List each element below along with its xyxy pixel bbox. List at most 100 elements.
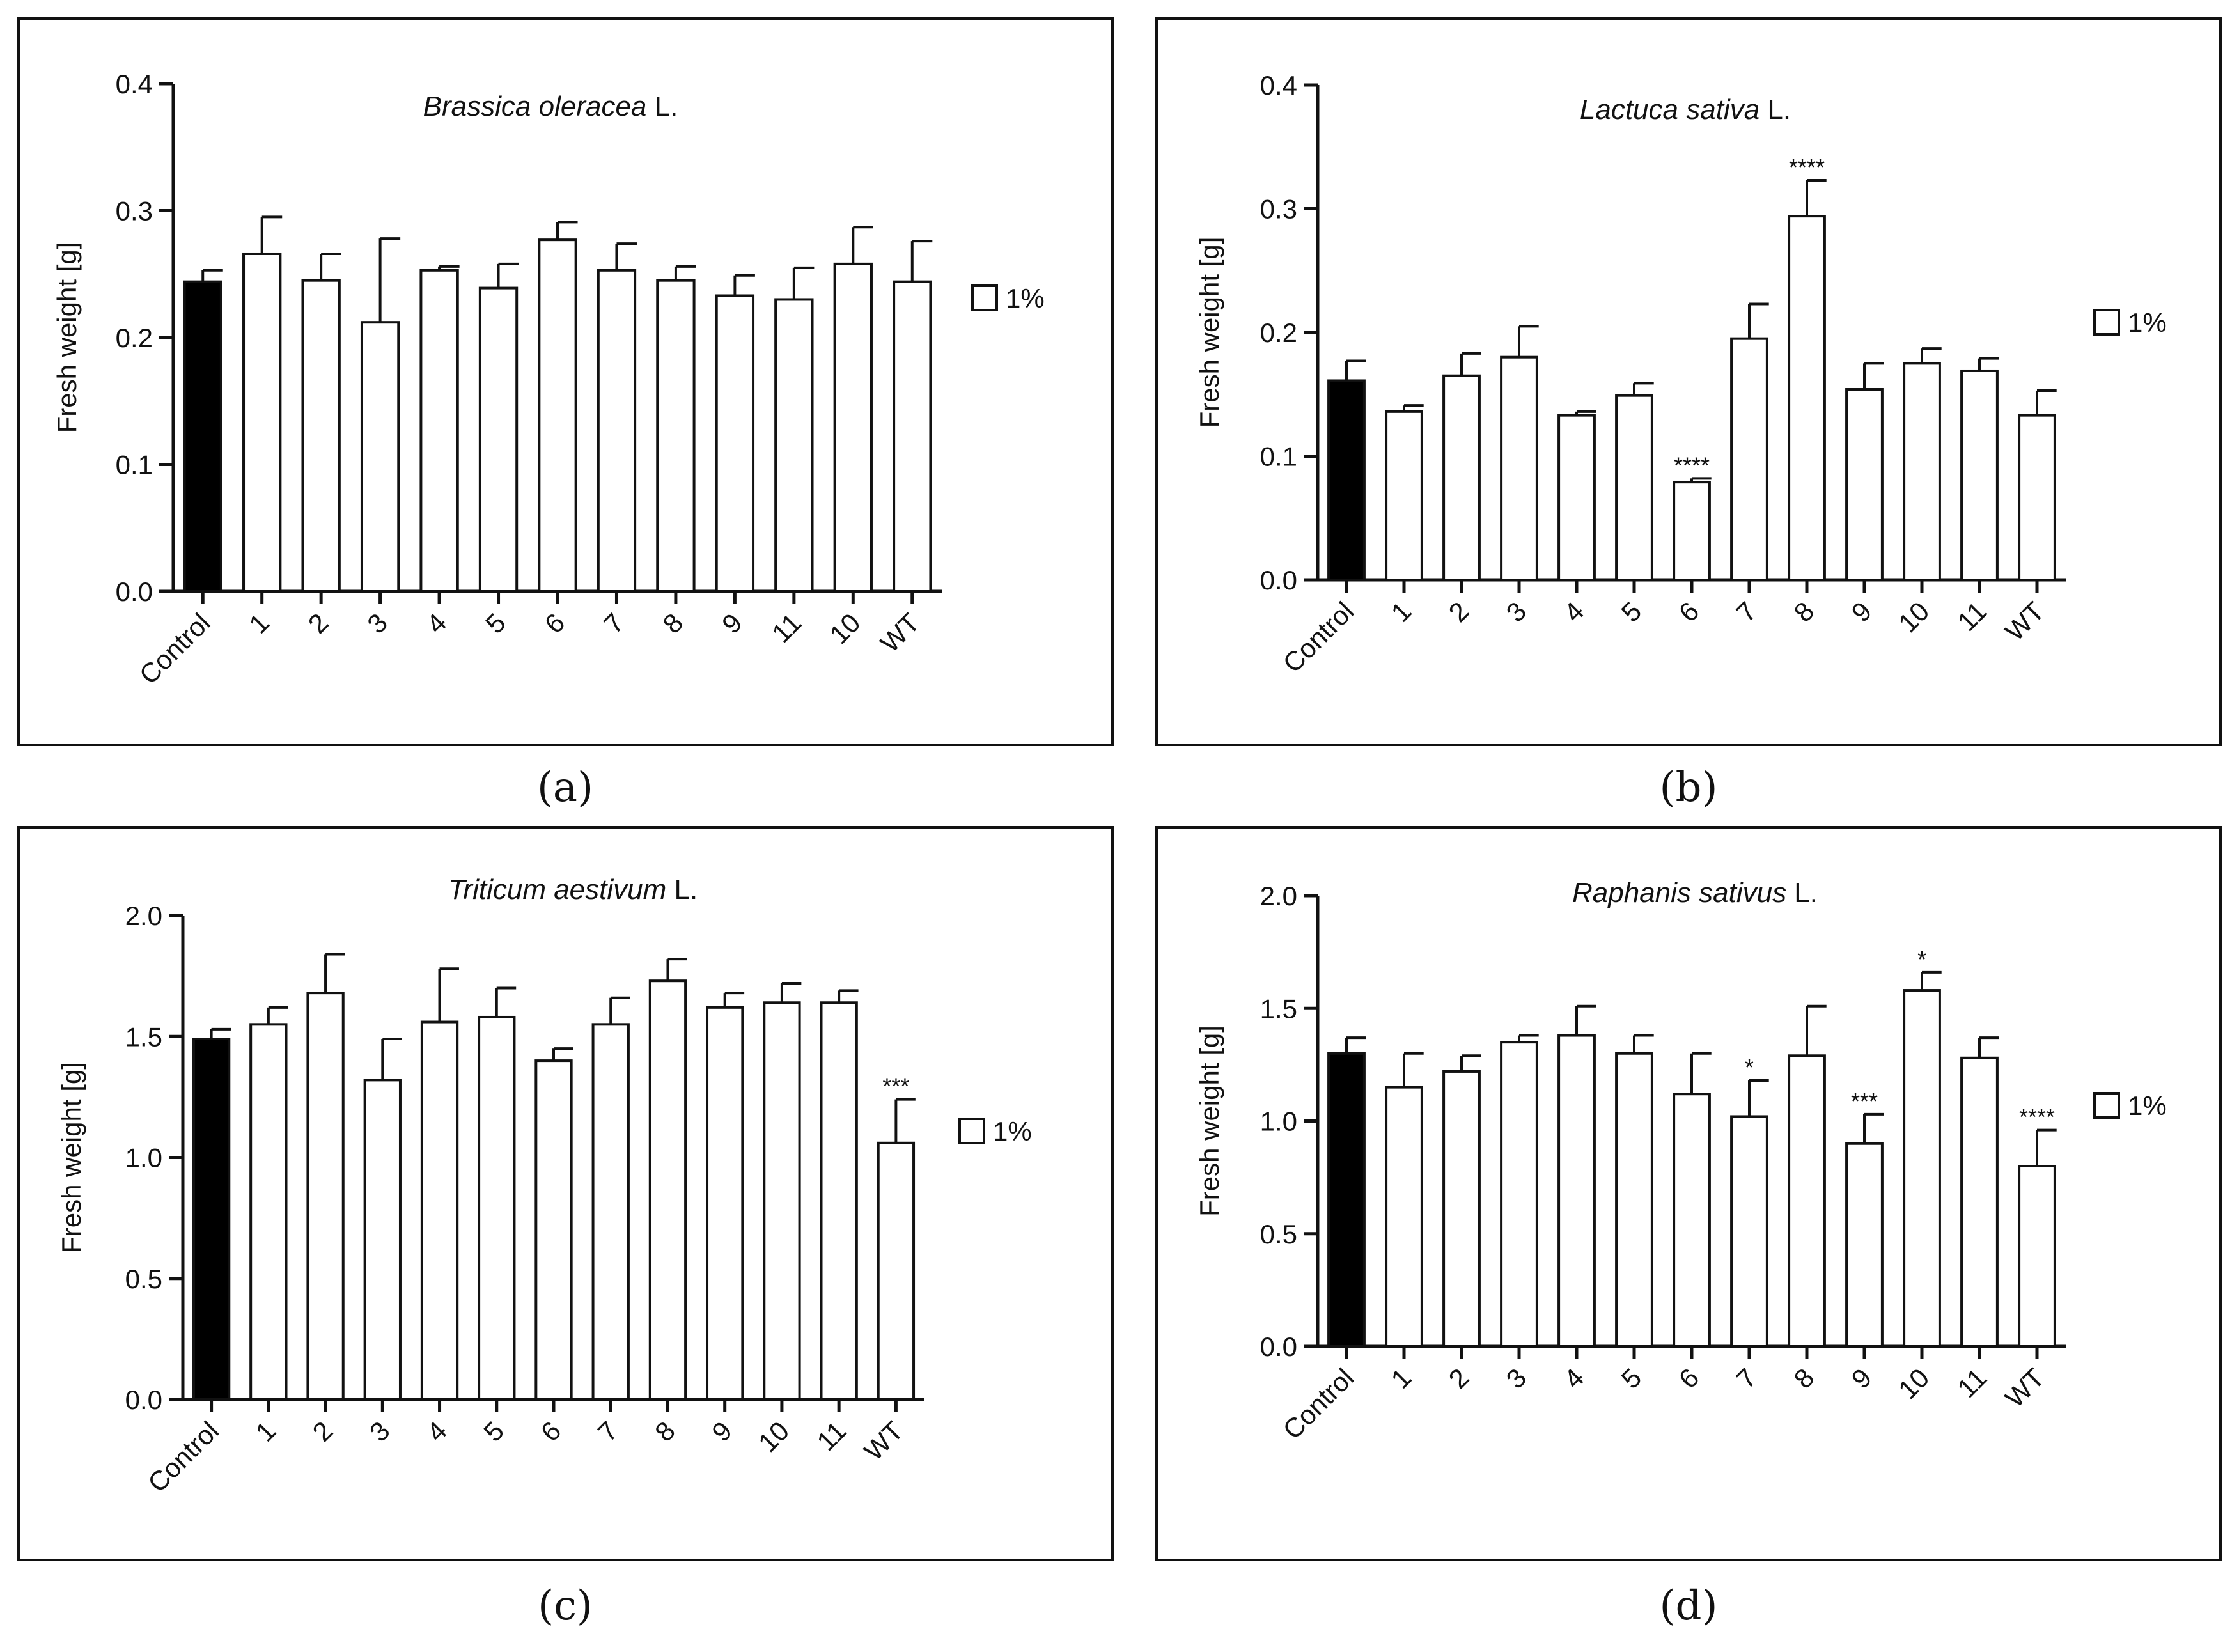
bar-chart-c: Triticum aestivum L. Fresh weight [g] 0.0 0… [56, 874, 1032, 1498]
x-tick-label-a: WT [875, 607, 925, 658]
bar-d-3 [1500, 1041, 1538, 1348]
x-tick-label-b: 9 [1846, 596, 1878, 628]
bar-chart-b: Lactuca sativa L. Fresh weight [g] 0.0 0.1 0… [1194, 70, 2167, 678]
x-tick-label-a: 1 [243, 607, 275, 639]
bar-d-7 [1730, 1115, 1768, 1348]
bar-d-8 [1788, 1054, 1826, 1348]
bar-c-3 [363, 1079, 402, 1401]
y-tick-label-d: 1.5 [1260, 994, 1297, 1024]
bar-a-1 [242, 252, 282, 593]
chart-title-c: Triticum aestivum L. [448, 874, 698, 905]
x-tick-label-d: 6 [1673, 1362, 1705, 1394]
x-tick-label-b: 8 [1788, 596, 1820, 628]
x-tick-label-d: 1 [1385, 1362, 1417, 1394]
y-tick-label-a: 0.2 [116, 323, 153, 353]
x-tick-label-c: 3 [364, 1415, 396, 1447]
bar-d-11 [1960, 1056, 1999, 1348]
y-axis-label-b: Fresh weight [g] [1194, 237, 1224, 428]
bar-a-Control [183, 280, 222, 593]
y-tick-label-c: 1.5 [125, 1022, 162, 1052]
bar-a-7 [597, 269, 637, 593]
y-tick-label-c: 0.0 [125, 1385, 162, 1415]
legend-label-d: 1% [2128, 1091, 2167, 1121]
x-tick-label-a: 6 [539, 607, 571, 639]
bar-c-WT [877, 1141, 916, 1401]
x-tick-label-a: 4 [421, 607, 453, 639]
chart-title-a: Brassica oleracea L. [423, 91, 678, 122]
y-tick-label-c: 2.0 [125, 901, 162, 931]
bar-d-Control [1327, 1052, 1366, 1348]
significance-marker-b: **** [1674, 452, 1710, 478]
bar-d-5 [1615, 1052, 1653, 1348]
bar-d-1 [1385, 1086, 1423, 1348]
panel-caption-c: (c) [538, 1582, 593, 1630]
x-tick-label-c: 8 [649, 1415, 681, 1447]
y-axis-label-a: Fresh weight [g] [52, 242, 82, 433]
chart-title-b: Lactuca sativa L. [1580, 94, 1791, 125]
x-tick-label-b: 11 [1951, 596, 1992, 637]
bar-a-6 [538, 238, 577, 593]
bar-a-3 [360, 321, 400, 593]
x-tick-label-b: 4 [1558, 596, 1590, 628]
legend-label-a: 1% [1006, 283, 1045, 313]
bar-b-9 [1845, 388, 1884, 581]
bar-c-5 [478, 1015, 516, 1401]
x-tick-label-a: 11 [766, 607, 807, 648]
bar-b-5 [1615, 394, 1653, 581]
chart-title-d: Raphanis sativus L. [1572, 877, 1818, 908]
bar-b-1 [1385, 410, 1423, 582]
bar-d-9 [1845, 1142, 1884, 1348]
y-tick-label-d: 0.0 [1260, 1332, 1297, 1362]
x-tick-label-b: 2 [1443, 596, 1475, 628]
chart-panel-b: Lactuca sativa L. Fresh weight [g] 0.0 0.1 0… [1155, 17, 2222, 746]
significance-marker-b: **** [1789, 154, 1825, 180]
x-tick-label-b: 7 [1731, 596, 1763, 628]
x-tick-label-a: 2 [302, 607, 334, 639]
x-tick-label-c: 7 [592, 1415, 624, 1447]
y-tick-label-a: 0.3 [116, 196, 153, 226]
y-tick-label-d: 2.0 [1260, 881, 1297, 911]
x-tick-label-c: 2 [307, 1415, 339, 1447]
bar-b-8 [1788, 215, 1826, 581]
bar-c-9 [706, 1006, 744, 1401]
x-tick-label-d: 10 [1892, 1362, 1935, 1405]
bar-c-8 [648, 979, 687, 1401]
x-tick-label-a: 8 [657, 607, 689, 639]
legend-label-b: 1% [2128, 308, 2167, 338]
y-tick-label-b: 0.3 [1260, 194, 1297, 224]
bar-b-7 [1730, 337, 1768, 581]
y-tick-label-d: 1.0 [1260, 1107, 1297, 1137]
bar-a-8 [656, 279, 696, 593]
y-axis-label-c: Fresh weight [g] [56, 1062, 86, 1253]
x-tick-label-d: Control [1277, 1362, 1359, 1445]
legend-label-c: 1% [993, 1116, 1032, 1146]
bar-a-10 [833, 262, 873, 593]
bar-d-WT [2018, 1165, 2056, 1348]
y-axis-label-d: Fresh weight [g] [1194, 1025, 1224, 1217]
chart-panel-d: Raphanis sativus L. Fresh weight [g] 0.0 0.… [1155, 826, 2222, 1561]
x-tick-label-a: Control [134, 607, 216, 690]
bar-b-4 [1557, 414, 1596, 582]
chart-panel-c: Triticum aestivum L. Fresh weight [g] 0.0 0… [17, 826, 1114, 1561]
x-tick-label-c: 4 [421, 1415, 453, 1447]
y-tick-label-c: 1.0 [125, 1143, 162, 1173]
significance-marker-d: *** [1851, 1088, 1878, 1114]
bar-b-2 [1442, 374, 1481, 581]
bar-a-4 [419, 269, 459, 593]
bar-a-5 [478, 286, 519, 593]
x-tick-label-d: 5 [1616, 1362, 1648, 1394]
bar-b-11 [1960, 369, 1999, 581]
x-tick-label-d: 4 [1558, 1362, 1590, 1394]
x-tick-label-b: 1 [1385, 596, 1417, 628]
x-tick-label-c: 5 [478, 1415, 510, 1447]
panel-caption-a: (a) [536, 764, 594, 811]
panel-caption-d: (d) [1659, 1582, 1718, 1630]
x-tick-label-c: 1 [249, 1415, 281, 1447]
bar-c-2 [306, 992, 345, 1401]
y-tick-label-a: 0.0 [116, 577, 153, 607]
x-tick-label-d: 2 [1443, 1362, 1475, 1394]
bar-c-Control [192, 1038, 231, 1401]
x-tick-label-c: 11 [811, 1415, 852, 1456]
y-tick-label-b: 0.1 [1260, 442, 1297, 472]
y-tick-label-b: 0.2 [1260, 318, 1297, 348]
